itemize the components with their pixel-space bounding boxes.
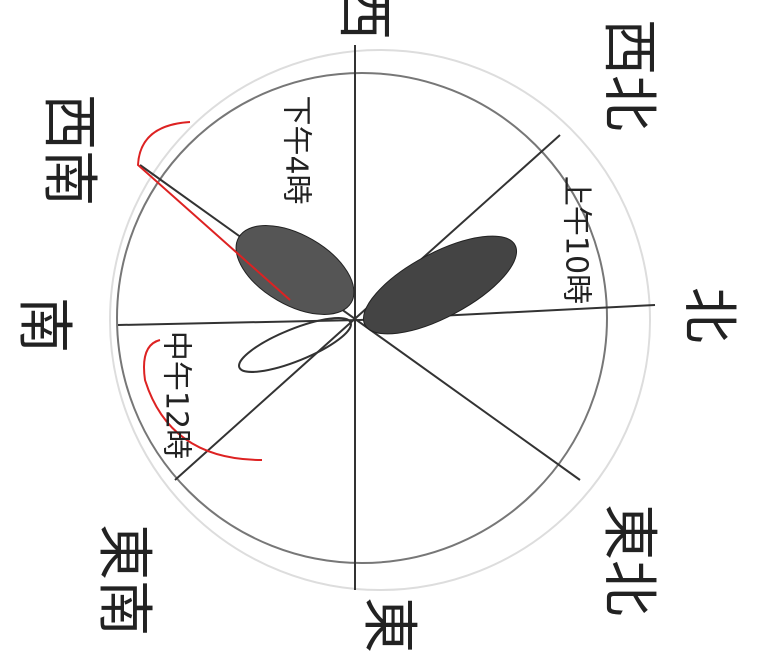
- petal-noon: [238, 317, 352, 373]
- direction-label: 東南: [91, 524, 156, 636]
- direction-label: 北: [676, 287, 741, 343]
- red-mark: [143, 339, 263, 461]
- direction-label: 東北: [596, 504, 661, 616]
- direction-label: 南: [11, 297, 76, 353]
- petal-afternoon: [235, 225, 355, 315]
- direction-label: 西: [331, 0, 396, 40]
- wind-petals: [235, 225, 518, 373]
- axis-line: [117, 319, 361, 326]
- direction-label: 東: [356, 597, 421, 653]
- outer-sketch-circle: [109, 49, 651, 591]
- axis-line: [139, 164, 581, 481]
- time-annotation: 中午12時: [159, 331, 194, 459]
- red-mark: [136, 121, 291, 301]
- petal-morning: [362, 235, 518, 335]
- direction-label: 西北: [596, 19, 661, 131]
- time-annotation: 下午4時: [279, 95, 314, 204]
- direction-label: 西南: [36, 94, 101, 206]
- time-annotation: 上午10時: [559, 176, 594, 304]
- compass-circle: [116, 72, 608, 564]
